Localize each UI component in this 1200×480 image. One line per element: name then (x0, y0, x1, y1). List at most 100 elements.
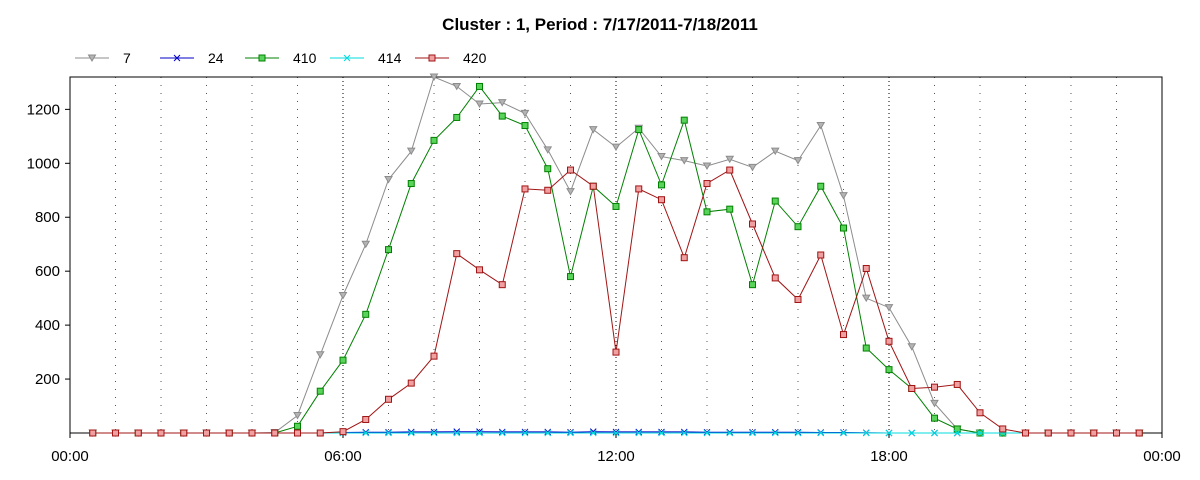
data-point (406, 147, 416, 156)
data-point (339, 428, 347, 436)
grid (115, 77, 1117, 433)
data-point (521, 428, 529, 436)
data-point (658, 428, 665, 436)
data-point (908, 429, 916, 437)
data-point (134, 429, 142, 437)
data-point (612, 428, 620, 436)
data-point (749, 429, 756, 437)
x-tick-label: 12:00 (597, 448, 635, 465)
data-point (225, 429, 233, 437)
data-point (87, 54, 97, 62)
data-point (840, 429, 847, 437)
data-point (862, 429, 870, 437)
data-point (840, 224, 847, 232)
data-point (930, 399, 939, 408)
data-point (453, 250, 461, 258)
data-point (839, 192, 848, 200)
data-point (703, 429, 711, 437)
data-point (544, 428, 552, 436)
data-point (953, 429, 961, 437)
data-point (180, 429, 188, 437)
data-point (725, 155, 735, 164)
data-point (258, 54, 266, 62)
data-point (362, 416, 370, 424)
data-point (907, 343, 917, 351)
data-point (635, 185, 643, 193)
data-point (680, 254, 688, 262)
data-point (908, 385, 916, 392)
data-point (430, 352, 438, 360)
data-point (338, 291, 348, 300)
data-point (361, 240, 371, 249)
data-point (635, 429, 643, 437)
data-point (1090, 429, 1098, 437)
data-point (794, 428, 802, 436)
data-point (543, 146, 553, 154)
legend-label: 420 (463, 50, 487, 66)
data-point (407, 180, 415, 188)
data-point (726, 429, 734, 437)
series-layer (88, 73, 1144, 437)
data-point (703, 208, 711, 216)
y-axis: 200 400 600 800 1000 1200 (27, 101, 70, 388)
legend-item: 410 (245, 50, 317, 66)
data-point (931, 429, 938, 437)
data-point (362, 428, 370, 436)
data-point (428, 54, 436, 62)
legend-item: 7 (75, 50, 131, 66)
data-point (407, 428, 415, 436)
y-tick-label: 600 (35, 263, 60, 280)
data-point (862, 344, 870, 352)
data-point (931, 383, 938, 391)
data-point (658, 196, 665, 204)
data-point (567, 429, 574, 437)
data-point (749, 428, 756, 436)
data-point (498, 429, 506, 437)
data-point (976, 409, 984, 417)
data-point (248, 429, 256, 437)
data-point (589, 182, 597, 190)
data-point (726, 166, 734, 174)
data-point (1044, 429, 1052, 437)
legend-item: 24 (160, 50, 224, 66)
data-point (315, 351, 325, 359)
data-point (794, 296, 802, 303)
chart-title: Cluster : 1, Period : 7/17/2011-7/18/201… (442, 15, 758, 34)
data-point (680, 429, 688, 437)
data-point (385, 429, 392, 437)
legend-label: 410 (293, 50, 317, 66)
data-point (567, 273, 574, 281)
data-point (316, 429, 324, 437)
data-point (884, 304, 894, 312)
data-point (885, 337, 893, 345)
data-point (589, 428, 597, 436)
data-point (840, 331, 847, 339)
data-point (293, 411, 302, 420)
data-point (112, 429, 119, 437)
data-point (817, 429, 825, 437)
data-point (566, 188, 575, 196)
data-point (385, 395, 392, 403)
data-point (703, 428, 711, 436)
data-point (498, 112, 506, 120)
data-point (498, 428, 506, 436)
data-point (612, 429, 620, 437)
data-point (771, 428, 779, 436)
data-point (430, 136, 438, 144)
data-point (771, 274, 779, 282)
data-point (931, 414, 938, 422)
data-point (612, 202, 620, 210)
data-point (885, 366, 893, 374)
legend-item: 420 (415, 50, 487, 66)
data-point (771, 429, 779, 437)
data-point (885, 429, 893, 437)
data-point (680, 428, 688, 436)
data-point (999, 425, 1007, 433)
series-410 (89, 82, 1143, 437)
x-tick-label: 00:00 (1143, 448, 1181, 465)
data-point (771, 197, 779, 205)
data-point (748, 163, 757, 172)
data-point (453, 113, 461, 121)
data-point (1135, 429, 1143, 437)
legend-label: 24 (208, 50, 224, 66)
